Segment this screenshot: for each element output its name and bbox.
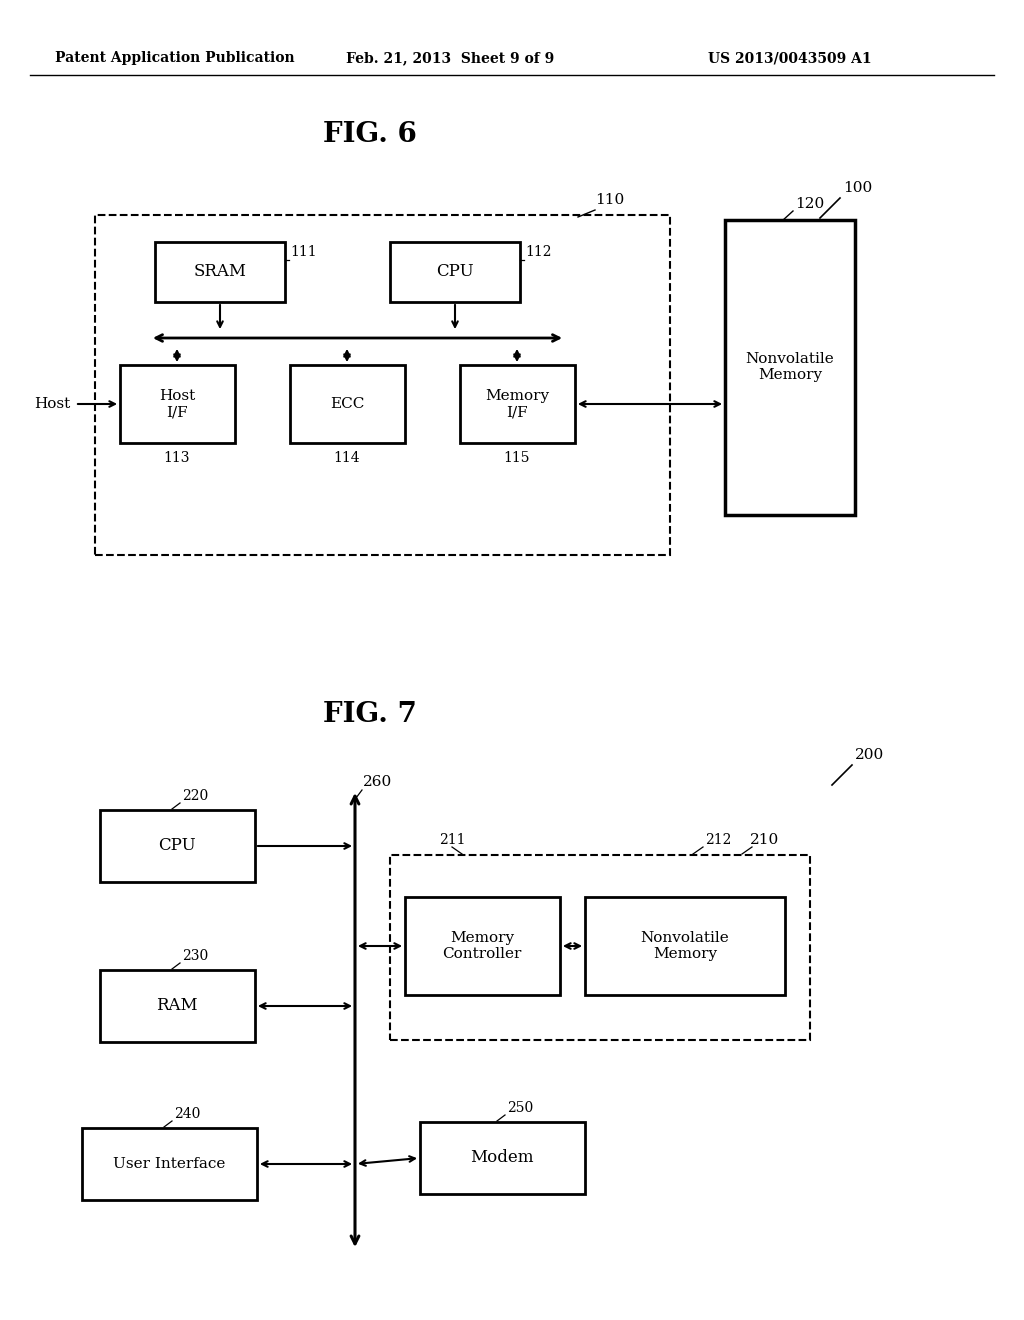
Text: 100: 100 (843, 181, 872, 195)
Text: FIG. 7: FIG. 7 (323, 701, 417, 729)
Text: 250: 250 (507, 1101, 534, 1115)
Text: 220: 220 (182, 789, 208, 803)
Text: 115: 115 (504, 451, 530, 465)
Bar (460, 366, 575, 444)
Text: Memory
I/F: Memory I/F (485, 389, 549, 420)
Bar (100, 970, 255, 1041)
Bar (290, 366, 406, 444)
Text: 110: 110 (595, 193, 625, 207)
Bar (95, 215, 670, 554)
Bar (155, 242, 285, 302)
Text: 230: 230 (182, 949, 208, 964)
Text: User Interface: User Interface (113, 1158, 225, 1171)
Text: 111: 111 (290, 246, 316, 259)
Text: 112: 112 (525, 246, 552, 259)
Bar (120, 366, 234, 444)
Text: 260: 260 (362, 775, 392, 789)
Text: CPU: CPU (158, 837, 196, 854)
Text: 240: 240 (174, 1107, 201, 1121)
Bar (390, 242, 520, 302)
Text: CPU: CPU (436, 264, 474, 281)
Text: US 2013/0043509 A1: US 2013/0043509 A1 (709, 51, 871, 65)
Text: 200: 200 (855, 748, 885, 762)
Text: 113: 113 (164, 451, 190, 465)
Text: Nonvolatile
Memory: Nonvolatile Memory (641, 931, 729, 961)
Text: RAM: RAM (157, 998, 198, 1015)
Text: Memory
Controller: Memory Controller (442, 931, 521, 961)
Text: 210: 210 (750, 833, 779, 847)
Bar (390, 855, 810, 1040)
Text: Feb. 21, 2013  Sheet 9 of 9: Feb. 21, 2013 Sheet 9 of 9 (346, 51, 554, 65)
Bar (82, 1129, 257, 1200)
Text: ECC: ECC (330, 397, 365, 411)
Text: 120: 120 (795, 197, 824, 211)
Bar (725, 220, 855, 515)
Text: Nonvolatile
Memory: Nonvolatile Memory (745, 352, 835, 381)
Bar (585, 898, 785, 995)
Text: 211: 211 (438, 833, 465, 847)
Text: SRAM: SRAM (194, 264, 247, 281)
Bar (406, 898, 560, 995)
Text: 114: 114 (334, 451, 360, 465)
Bar (420, 1122, 585, 1195)
Text: Host
I/F: Host I/F (159, 389, 196, 420)
Text: 212: 212 (705, 833, 731, 847)
Bar (100, 810, 255, 882)
Text: Host: Host (34, 397, 70, 411)
Text: Modem: Modem (470, 1150, 534, 1167)
Text: FIG. 6: FIG. 6 (323, 121, 417, 149)
Text: Patent Application Publication: Patent Application Publication (55, 51, 295, 65)
